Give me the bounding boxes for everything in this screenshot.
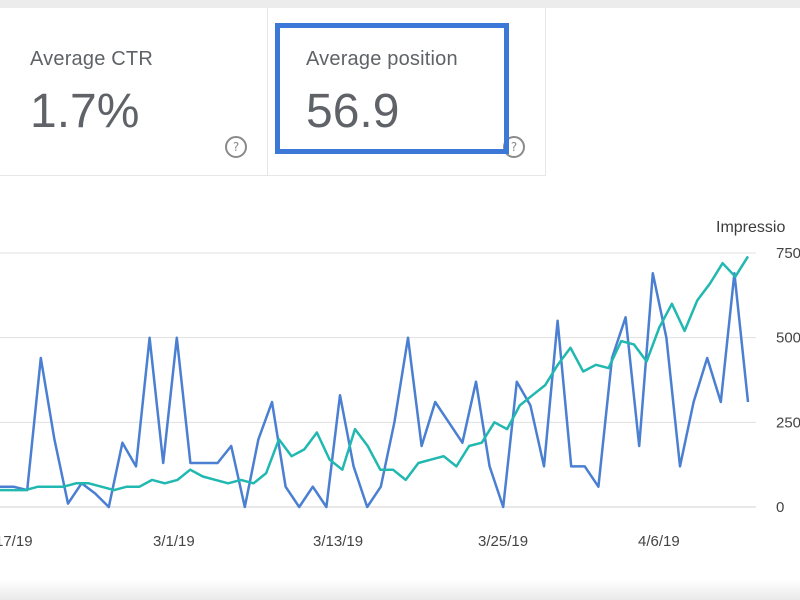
right-axis-title: Impressio bbox=[716, 219, 785, 236]
average-ctr-value: 1.7% bbox=[30, 85, 140, 138]
average-ctr-label: Average CTR bbox=[30, 48, 153, 70]
performance-chart[interactable]: 750 500 250 0 17/19 3/1/19 3/13/19 3/25/19 4/6/1… bbox=[0, 200, 800, 560]
right-tick-label: 750 bbox=[776, 245, 800, 262]
average-ctr-card[interactable]: Average CTR 1.7% ? bbox=[0, 8, 268, 176]
right-tick-label: 250 bbox=[776, 414, 800, 431]
x-tick-label: 3/25/19 bbox=[478, 533, 528, 550]
x-tick-label: 17/19 bbox=[0, 533, 33, 550]
x-tick-label: 4/6/19 bbox=[638, 533, 680, 550]
average-position-value: 56.9 bbox=[306, 85, 400, 138]
x-tick-label: 3/1/19 bbox=[153, 533, 195, 550]
series-line-teal bbox=[0, 255, 750, 492]
help-circle-icon[interactable]: ? bbox=[225, 136, 247, 158]
help-circle-icon[interactable]: ? bbox=[503, 136, 525, 158]
series-line-blue bbox=[0, 272, 750, 509]
x-tick-label: 3/13/19 bbox=[313, 533, 363, 550]
right-tick-label: 0 bbox=[776, 499, 784, 516]
average-position-card[interactable]: Average position 56.9 ? bbox=[268, 8, 546, 176]
bottom-edge bbox=[0, 580, 800, 600]
chart-svg[interactable]: 750 500 250 0 17/19 3/1/19 3/13/19 3/25/19 4/6/1… bbox=[0, 200, 800, 560]
average-position-label: Average position bbox=[306, 48, 458, 70]
top-edge bbox=[0, 0, 800, 8]
right-tick-label: 500 bbox=[776, 330, 800, 347]
